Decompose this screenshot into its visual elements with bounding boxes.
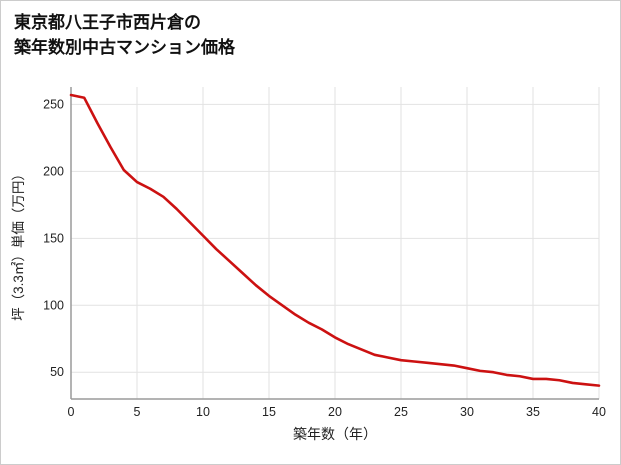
- chart-title-line1: 東京都八王子市西片倉の: [14, 13, 201, 32]
- x-tick-label: 5: [134, 405, 141, 419]
- y-tick-label: 150: [43, 231, 64, 245]
- x-tick-label: 25: [394, 405, 408, 419]
- x-tick-label: 30: [460, 405, 474, 419]
- chart-title-line2: 築年数別中古マンション価格: [14, 37, 235, 57]
- y-tick-label: 100: [43, 298, 64, 312]
- x-tick-label: 20: [328, 405, 342, 419]
- x-tick-label: 35: [526, 405, 540, 419]
- plot-layer: 50 100 150 200 250 0 5 10 15 20 25 30 35 40: [43, 87, 606, 419]
- x-axis-label: 築年数（年）: [293, 426, 377, 442]
- x-tick-label: 40: [592, 405, 606, 419]
- y-tick-label: 50: [50, 365, 64, 379]
- y-tick-label: 250: [43, 97, 64, 111]
- y-tick-label: 200: [43, 164, 64, 178]
- chart-title: 東京都八王子市西片倉の 築年数別中古マンション価格: [1, 1, 620, 69]
- price-line: [69, 93, 601, 387]
- x-tick-label: 10: [196, 405, 210, 419]
- x-tick-label: 15: [262, 405, 276, 419]
- x-tick-label: 0: [68, 405, 75, 419]
- price-chart: 50 100 150 200 250 0 5 10 15 20 25 30 35 40 坪（3.3㎡）単価…: [11, 87, 606, 442]
- y-axis-label: 坪（3.3㎡）単価（万円）: [11, 167, 26, 321]
